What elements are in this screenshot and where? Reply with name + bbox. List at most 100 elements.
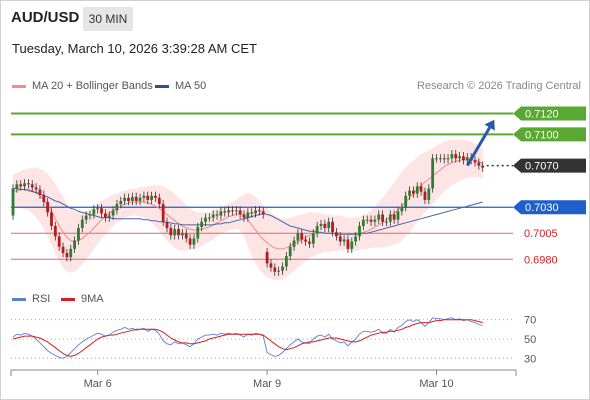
candle-body [370,220,373,222]
candle-body [119,201,122,204]
candle-body [431,158,434,188]
candle-body [335,232,338,236]
candle-body [285,256,288,266]
candle-body [12,188,15,215]
candle-body [108,216,111,218]
candle-body [166,222,169,228]
candle-body [19,184,22,186]
x-tick-label: Mar 6 [84,378,112,390]
candle-body [73,241,76,249]
candle-body [424,192,427,200]
candle-body [427,188,430,199]
candle-body [474,160,477,162]
candle-body [462,156,465,160]
candle-body [331,222,334,232]
candle-body [416,186,419,193]
candle-body [235,210,238,211]
candle-body [158,198,161,204]
candle-body [393,215,396,220]
candle-body [466,157,469,160]
candle-body [270,263,273,267]
candle-body [320,224,323,226]
candle-body [150,196,153,200]
candle-body [350,242,353,249]
candle-body [223,211,226,212]
candle-body [454,154,457,158]
candle-body [339,236,342,241]
candle-body [27,183,30,184]
candle-body [439,158,442,159]
candle-body [92,209,95,214]
candle-body [146,196,149,200]
candle-body [389,215,392,222]
candle-body [254,210,257,213]
candle-body [246,212,249,217]
x-tick-label: Mar 9 [253,378,281,390]
candle-body [81,220,84,228]
candle-body [100,208,103,213]
candle-body [42,195,45,202]
candle-body [435,158,438,159]
candle-body [347,239,350,248]
candle-body [327,222,330,228]
candle-body [362,220,365,226]
candle-body [54,226,57,236]
candle-body [404,196,407,207]
candle-body [273,268,276,272]
candle-body [220,211,223,215]
level-label-0.7100: 0.7100 [525,129,559,141]
candle-body [116,204,119,210]
level-label-0.7005: 0.7005 [524,228,558,240]
candle-body [420,186,423,191]
candle-body [358,226,361,236]
candle-body [451,154,454,158]
candle-body [89,215,92,216]
candle-body [196,227,199,238]
candle-body [23,183,26,186]
candle-body [200,222,203,227]
candle-body [169,228,172,235]
candle-body [127,198,130,201]
candle-body [66,253,69,257]
candle-body [216,215,219,216]
candle-body [162,204,165,222]
candle-body [343,239,346,241]
candle-body [308,242,311,244]
rsi-tick-30: 30 [524,353,536,365]
level-label-0.7120: 0.7120 [525,109,559,121]
candle-body [447,158,450,159]
candle-body [58,236,61,246]
candle-body [143,196,146,198]
candle-body [250,212,253,213]
candle-body [477,162,480,165]
candle-body [227,210,230,212]
candle-body [46,202,49,212]
candle-body [96,208,99,209]
candle-body [85,216,88,220]
candle-body [316,226,319,233]
candle-body [243,215,246,218]
rsi-tick-70: 70 [524,315,536,327]
candle-body [374,220,377,222]
candle-body [131,197,134,201]
candle-body [297,233,300,240]
rsi-tick-50: 50 [524,334,536,346]
candle-body [69,249,72,257]
candle-body [139,198,142,201]
candle-body [208,218,211,219]
candle-body [112,210,115,215]
candle-body [104,213,107,217]
candle-body [262,211,265,214]
candle-body [385,222,388,223]
candle-body [39,190,42,195]
candle-body [173,229,176,235]
candle-body [204,218,207,222]
candle-body [400,207,403,211]
level-label-0.7070: 0.7070 [525,161,559,173]
candle-body [277,271,280,272]
candle-body [323,224,326,228]
candle-body [293,241,296,247]
candle-body [397,211,400,219]
candle-body [377,215,380,220]
